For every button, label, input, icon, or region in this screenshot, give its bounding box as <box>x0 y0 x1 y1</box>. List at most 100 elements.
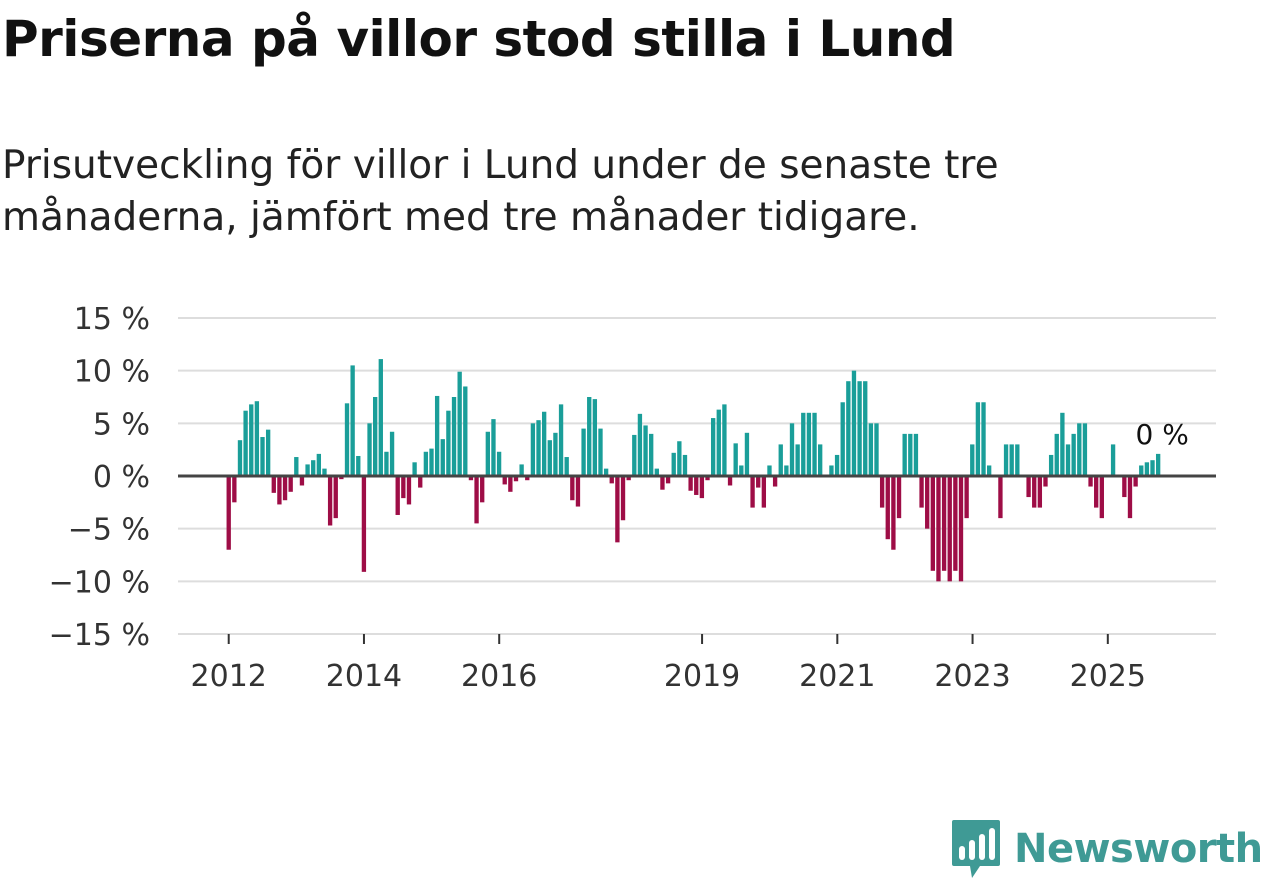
bar <box>603 468 609 476</box>
bar <box>727 476 733 486</box>
bar <box>885 476 890 540</box>
bar <box>564 457 569 476</box>
bar <box>1054 433 1059 476</box>
bar <box>1026 476 1031 498</box>
bar <box>778 444 783 476</box>
bar <box>812 412 817 476</box>
bar <box>801 412 806 476</box>
bar <box>699 476 705 499</box>
bar <box>1003 444 1009 476</box>
bar <box>333 476 338 519</box>
bar <box>694 476 699 495</box>
bar <box>986 465 992 476</box>
bar <box>710 418 716 476</box>
bar <box>908 433 913 476</box>
bar <box>434 395 440 476</box>
newsworthy-logo-icon <box>952 820 1000 878</box>
bar <box>575 476 581 507</box>
bar <box>423 451 429 476</box>
bar <box>288 476 293 492</box>
bar <box>879 476 885 508</box>
bar <box>891 476 896 550</box>
bar <box>840 402 845 476</box>
bar <box>851 370 857 476</box>
bar <box>688 476 693 491</box>
bar <box>485 431 490 476</box>
bar <box>660 476 665 490</box>
bar <box>806 412 812 476</box>
bar <box>739 465 744 476</box>
bar <box>1060 412 1065 476</box>
bar <box>1122 476 1127 498</box>
price-change-chart: 15 % 10 % 5 % 0 % −5 % −10 % −15 % 2012 2014 2016… <box>49 302 1216 694</box>
y-tick-label: 0 % <box>93 460 150 495</box>
bar <box>941 476 947 571</box>
bar <box>677 441 682 476</box>
bar <box>981 402 986 476</box>
bar <box>282 476 288 501</box>
bar <box>637 413 643 476</box>
bar <box>378 359 383 476</box>
bar <box>682 454 688 476</box>
y-tick-label: −10 % <box>49 565 150 600</box>
bar <box>1009 444 1014 476</box>
bar <box>232 476 237 503</box>
y-tick-label: −15 % <box>49 618 150 653</box>
bar <box>463 386 468 476</box>
bar <box>722 404 727 476</box>
bar <box>649 433 654 476</box>
x-tick-label: 2021 <box>799 659 875 694</box>
bar <box>446 410 451 476</box>
bar <box>1099 476 1104 519</box>
last-value-label: 0 % <box>1135 418 1188 451</box>
bar <box>1150 460 1155 476</box>
bar <box>795 444 800 476</box>
bar <box>772 476 778 487</box>
bar <box>913 433 919 476</box>
bar <box>525 476 530 481</box>
bar <box>361 476 367 572</box>
bar <box>513 476 519 482</box>
bar <box>896 476 902 519</box>
bar <box>925 476 930 529</box>
page-title: Priserna på villor stod stilla i Lund <box>2 10 956 68</box>
bar <box>429 448 434 476</box>
bar <box>491 419 496 476</box>
bar <box>615 476 620 543</box>
x-tick-label: 2016 <box>461 659 537 694</box>
bar <box>243 410 248 476</box>
bar <box>761 476 767 508</box>
bar <box>750 476 755 508</box>
bar <box>339 476 344 480</box>
bar <box>474 476 479 524</box>
bar <box>705 476 710 481</box>
bar <box>902 433 907 476</box>
bar <box>834 454 840 476</box>
bar <box>418 476 423 488</box>
bar <box>592 399 598 476</box>
bar <box>299 476 305 486</box>
bar <box>260 437 265 476</box>
bar <box>1071 433 1076 476</box>
bar <box>395 476 400 515</box>
bar <box>570 476 575 501</box>
bar <box>1139 465 1144 476</box>
axes: 15 % 10 % 5 % 0 % −5 % −10 % −15 % 2012 2014 2016… <box>49 302 1216 694</box>
bar <box>356 455 361 476</box>
bar <box>620 476 626 521</box>
bar <box>1155 453 1161 476</box>
bar <box>587 397 592 476</box>
bar <box>440 439 445 476</box>
bar <box>936 476 941 582</box>
bar <box>457 371 462 476</box>
bar <box>829 465 834 476</box>
bar <box>818 444 823 476</box>
bar <box>744 432 750 476</box>
bar <box>294 457 299 476</box>
bar <box>249 404 254 476</box>
bar <box>1077 423 1082 476</box>
bar <box>970 444 975 476</box>
bar <box>401 476 406 499</box>
x-tick-label: 2012 <box>191 659 267 694</box>
x-tick-label: 2025 <box>1070 659 1146 694</box>
